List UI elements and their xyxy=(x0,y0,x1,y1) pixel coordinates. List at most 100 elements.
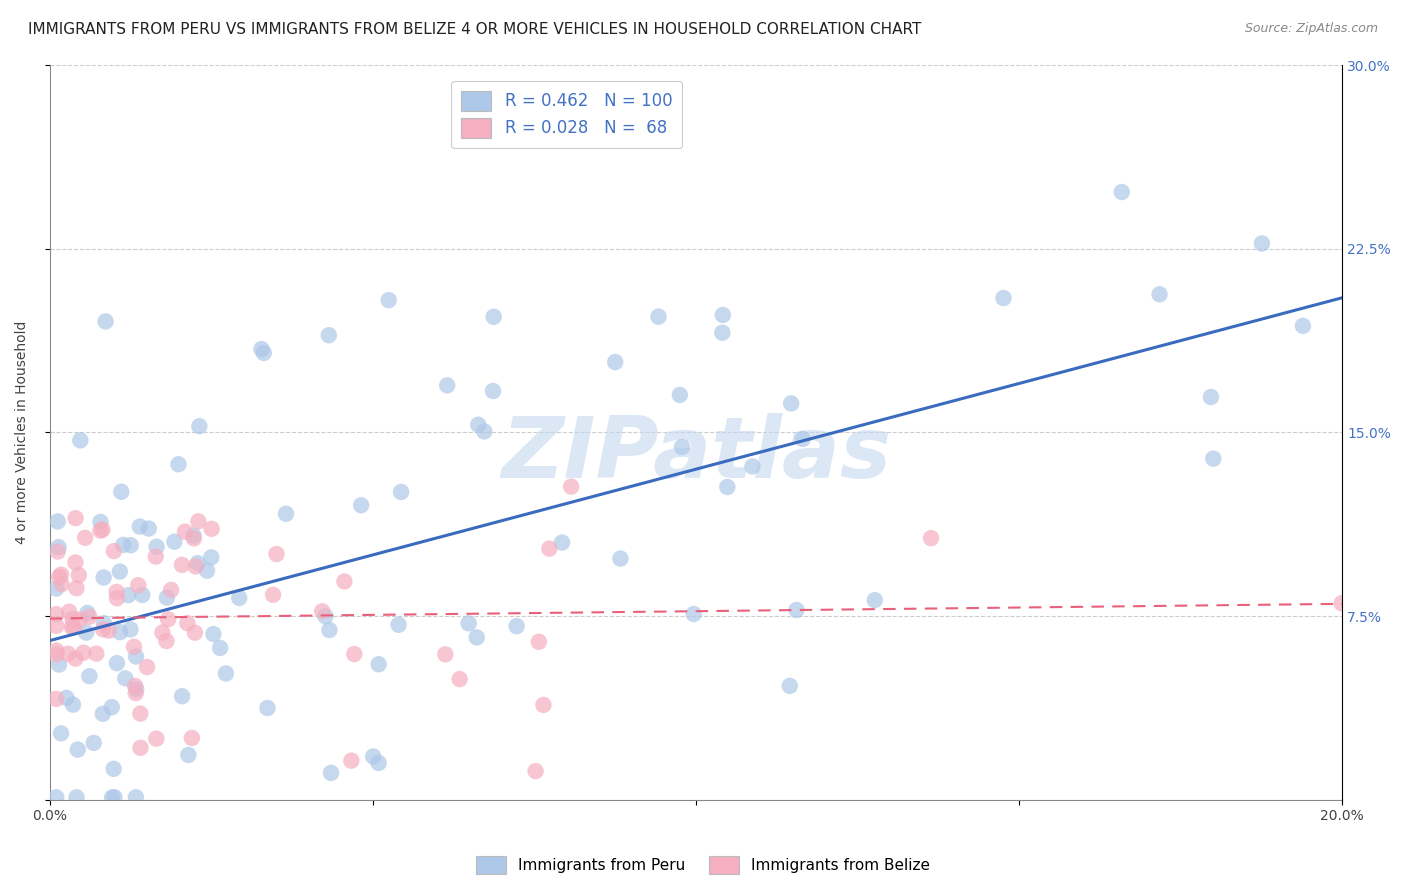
Point xyxy=(177,747,200,762)
Point xyxy=(184,559,207,574)
Point xyxy=(125,790,148,805)
Point xyxy=(183,528,205,542)
Point xyxy=(333,574,356,589)
Point xyxy=(711,326,734,340)
Text: ZIPatlas: ZIPatlas xyxy=(501,413,891,496)
Point xyxy=(780,396,803,410)
Point xyxy=(340,754,363,768)
Point xyxy=(110,484,132,499)
Point xyxy=(200,550,222,565)
Legend: R = 0.462   N = 100, R = 0.028   N =  68: R = 0.462 N = 100, R = 0.028 N = 68 xyxy=(451,81,682,148)
Point xyxy=(195,564,218,578)
Point xyxy=(46,515,69,529)
Point xyxy=(155,634,177,648)
Point xyxy=(157,612,180,626)
Point xyxy=(457,616,479,631)
Point xyxy=(66,742,89,756)
Point xyxy=(48,570,70,584)
Point xyxy=(108,565,131,579)
Point xyxy=(69,613,91,627)
Point xyxy=(482,384,505,398)
Point xyxy=(49,726,72,740)
Point xyxy=(101,790,124,805)
Point xyxy=(1202,451,1225,466)
Point xyxy=(779,679,801,693)
Point xyxy=(482,310,505,324)
Point xyxy=(103,790,125,805)
Point xyxy=(250,342,273,356)
Point xyxy=(389,485,412,500)
Point xyxy=(46,544,69,558)
Point xyxy=(180,731,202,745)
Point xyxy=(105,656,128,670)
Point xyxy=(311,604,333,618)
Point xyxy=(91,523,114,537)
Point xyxy=(274,507,297,521)
Point xyxy=(253,346,276,360)
Point xyxy=(45,790,67,805)
Point xyxy=(112,538,135,552)
Point xyxy=(103,544,125,558)
Point xyxy=(152,625,174,640)
Point xyxy=(505,619,527,633)
Point xyxy=(91,706,114,721)
Point xyxy=(94,314,117,328)
Point xyxy=(605,355,627,369)
Point xyxy=(51,577,73,591)
Point xyxy=(716,480,738,494)
Point xyxy=(172,690,194,704)
Point xyxy=(671,440,693,454)
Point xyxy=(55,690,77,705)
Point xyxy=(201,522,224,536)
Point xyxy=(170,558,193,572)
Point xyxy=(65,581,87,595)
Point xyxy=(524,764,547,778)
Point xyxy=(920,531,942,545)
Point xyxy=(145,540,167,554)
Point xyxy=(120,538,142,552)
Point xyxy=(560,480,582,494)
Point xyxy=(124,679,146,693)
Point xyxy=(145,549,167,564)
Point xyxy=(609,551,631,566)
Point xyxy=(45,692,67,706)
Point xyxy=(65,556,87,570)
Point xyxy=(145,731,167,746)
Point xyxy=(83,736,105,750)
Point xyxy=(49,567,72,582)
Point xyxy=(527,635,550,649)
Point xyxy=(209,640,232,655)
Point xyxy=(129,740,152,755)
Point xyxy=(136,660,159,674)
Point xyxy=(114,671,136,685)
Point xyxy=(266,547,288,561)
Point xyxy=(472,425,495,439)
Point xyxy=(45,619,67,633)
Point xyxy=(367,756,389,770)
Point xyxy=(163,534,186,549)
Point xyxy=(183,532,205,546)
Point xyxy=(127,578,149,592)
Point xyxy=(682,607,704,621)
Point xyxy=(1292,318,1315,333)
Point xyxy=(449,672,471,686)
Point xyxy=(314,609,336,624)
Point xyxy=(131,588,153,602)
Point xyxy=(741,459,763,474)
Point xyxy=(551,535,574,549)
Point xyxy=(101,700,124,714)
Point xyxy=(711,308,734,322)
Point xyxy=(63,620,86,634)
Point xyxy=(58,605,80,619)
Text: Source: ZipAtlas.com: Source: ZipAtlas.com xyxy=(1244,22,1378,36)
Point xyxy=(62,698,84,712)
Point xyxy=(533,698,555,712)
Point xyxy=(67,568,90,582)
Point xyxy=(97,624,120,638)
Point xyxy=(45,643,67,657)
Point xyxy=(361,749,384,764)
Point xyxy=(176,616,198,631)
Point xyxy=(117,588,139,602)
Point xyxy=(129,706,152,721)
Point xyxy=(75,531,97,545)
